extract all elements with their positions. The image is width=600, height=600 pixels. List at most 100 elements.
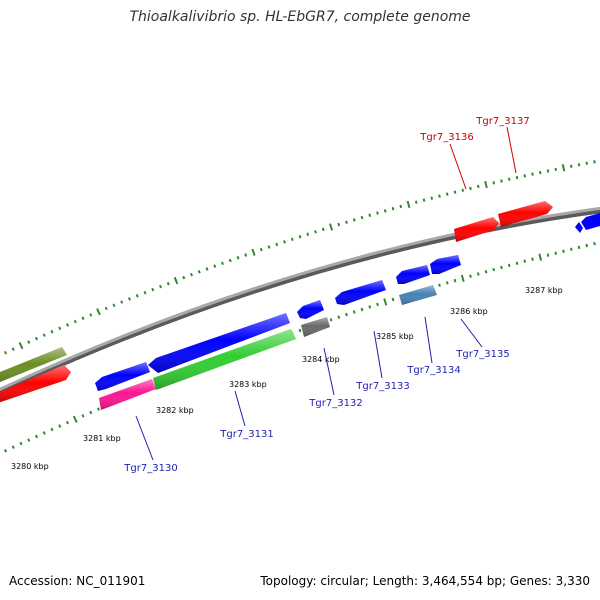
- inner-tick-mark: [569, 247, 573, 251]
- scale-label-3286: 3286 kbp: [450, 307, 488, 316]
- feature-blue-cds-c[interactable]: [297, 300, 324, 319]
- feature-red-cds-tgr7-3136[interactable]: [454, 217, 499, 242]
- outer-tick-mark: [593, 160, 596, 164]
- outer-tick-mark: [430, 196, 434, 200]
- feature-blue-cds-right-edge[interactable]: [575, 213, 600, 233]
- gene-label-tgr7-3134[interactable]: Tgr7_3134: [406, 365, 460, 376]
- feature-olive-cds[interactable]: [0, 347, 67, 384]
- gene-label-tgr7-3130[interactable]: Tgr7_3130: [123, 463, 177, 474]
- leader-line-tgr7-3136: [449, 143, 467, 190]
- inner-tick-mark: [507, 263, 511, 268]
- outer-tick-mark: [492, 181, 496, 185]
- outer-tick-mark: [120, 300, 124, 304]
- outer-tick-mark: [406, 200, 411, 208]
- outer-tick-mark: [469, 186, 472, 191]
- backbone-shadow: [0, 207, 600, 395]
- feature-pink-cds-tgr7-3130[interactable]: [99, 379, 156, 410]
- outer-tick-mark: [251, 248, 256, 256]
- outer-tick-mark: [3, 350, 8, 355]
- map-title: Thioalkalivibrio sp. HL-EbGR7, complete …: [129, 9, 471, 25]
- outer-tick-ring: [3, 160, 596, 355]
- outer-tick-mark: [561, 164, 566, 172]
- inner-tick-mark: [500, 265, 503, 270]
- leader-line-tgr7-3134: [424, 316, 433, 364]
- outer-tick-mark: [104, 306, 108, 311]
- outer-tick-mark: [267, 245, 271, 249]
- outer-tick-mark: [18, 341, 24, 350]
- outer-tick-mark: [143, 290, 147, 295]
- gene-label-tgr7-3137[interactable]: Tgr7_3137: [475, 116, 529, 127]
- inner-tick-mark: [554, 251, 558, 255]
- outer-tick-mark: [500, 179, 503, 183]
- outer-tick-mark: [275, 242, 279, 247]
- outer-tick-mark: [236, 255, 240, 260]
- outer-tick-mark: [515, 175, 519, 180]
- outer-tick-mark: [337, 222, 341, 227]
- inner-tick-mark: [546, 253, 550, 257]
- gene-label-tgr7-3136[interactable]: Tgr7_3136: [419, 132, 473, 143]
- feature-steelblue-cds-tgr7-3134[interactable]: [399, 285, 437, 305]
- scale-label-3287: 3287 kbp: [525, 286, 563, 295]
- outer-tick-mark: [368, 213, 372, 217]
- feature-blue-cds-e[interactable]: [396, 265, 430, 284]
- outer-tick-mark: [173, 276, 179, 285]
- inner-tick-mark: [337, 315, 341, 319]
- scale-label-3282: 3282 kbp: [156, 406, 194, 415]
- inner-tick-mark: [445, 281, 449, 285]
- outer-tick-mark: [422, 198, 426, 202]
- inner-tick-mark: [34, 434, 39, 439]
- gene-label-tgr7-3131[interactable]: Tgr7_3131: [219, 429, 273, 440]
- feature-blue-cds-d[interactable]: [335, 280, 386, 305]
- outer-tick-mark: [290, 237, 294, 242]
- outer-tick-mark: [321, 227, 325, 232]
- outer-tick-mark: [190, 272, 193, 277]
- outer-tick-mark: [213, 264, 217, 268]
- inner-tick-mark: [50, 427, 54, 432]
- feature-blue-cds-b[interactable]: [148, 313, 290, 373]
- inner-tick-mark: [469, 274, 472, 278]
- inner-tick-mark: [360, 307, 364, 312]
- outer-tick-mark: [27, 340, 31, 344]
- feature-gray-cds-tgr7-3132[interactable]: [301, 317, 330, 337]
- outer-tick-mark: [391, 206, 395, 211]
- outer-tick-mark: [65, 323, 70, 327]
- accession-text: Accession: NC_011901: [9, 574, 146, 588]
- inner-tick-mark: [345, 312, 348, 317]
- inner-tick-mark: [298, 328, 302, 333]
- leader-line-tgr7-3137: [506, 126, 517, 174]
- inner-tick-mark: [352, 310, 356, 314]
- gene-label-tgr7-3133[interactable]: Tgr7_3133: [355, 381, 409, 392]
- outer-tick-mark: [531, 172, 534, 176]
- backbone: [0, 206, 600, 392]
- outer-tick-mark: [453, 190, 457, 194]
- feature-green-cds-tgr7-3131[interactable]: [153, 329, 296, 390]
- outer-tick-mark: [554, 167, 557, 171]
- inner-tick-mark: [96, 407, 101, 411]
- inner-tick-mark: [89, 410, 93, 415]
- outer-tick-mark: [159, 284, 162, 289]
- scale-label-3283: 3283 kbp: [229, 380, 267, 389]
- outer-tick-mark: [314, 230, 317, 234]
- outer-tick-mark: [360, 215, 364, 220]
- gene-label-tgr7-3132[interactable]: Tgr7_3132: [308, 398, 362, 409]
- feature-blue-cds-f[interactable]: [430, 255, 461, 274]
- feature-red-cds-tgr7-3137[interactable]: [498, 201, 553, 227]
- inner-tick-mark: [523, 259, 527, 263]
- outer-tick-mark: [81, 316, 85, 321]
- feature-red-cds-left[interactable]: [0, 365, 71, 404]
- gene-label-tgr7-3135[interactable]: Tgr7_3135: [455, 349, 509, 360]
- outer-tick-mark: [127, 297, 132, 301]
- outer-tick-mark: [283, 240, 286, 244]
- outer-tick-mark: [259, 247, 263, 252]
- feature-blue-cds-a[interactable]: [95, 362, 150, 391]
- inner-tick-mark: [476, 272, 480, 276]
- leader-line-tgr7-3133: [373, 330, 383, 379]
- outer-tick-mark: [306, 232, 310, 236]
- scale-label-3285: 3285 kbp: [376, 332, 414, 341]
- inner-tick-mark: [562, 249, 565, 253]
- outer-tick-mark: [523, 174, 527, 178]
- outer-tick-mark: [414, 200, 418, 204]
- leader-line-tgr7-3135: [460, 318, 483, 348]
- outer-tick-mark: [570, 164, 573, 168]
